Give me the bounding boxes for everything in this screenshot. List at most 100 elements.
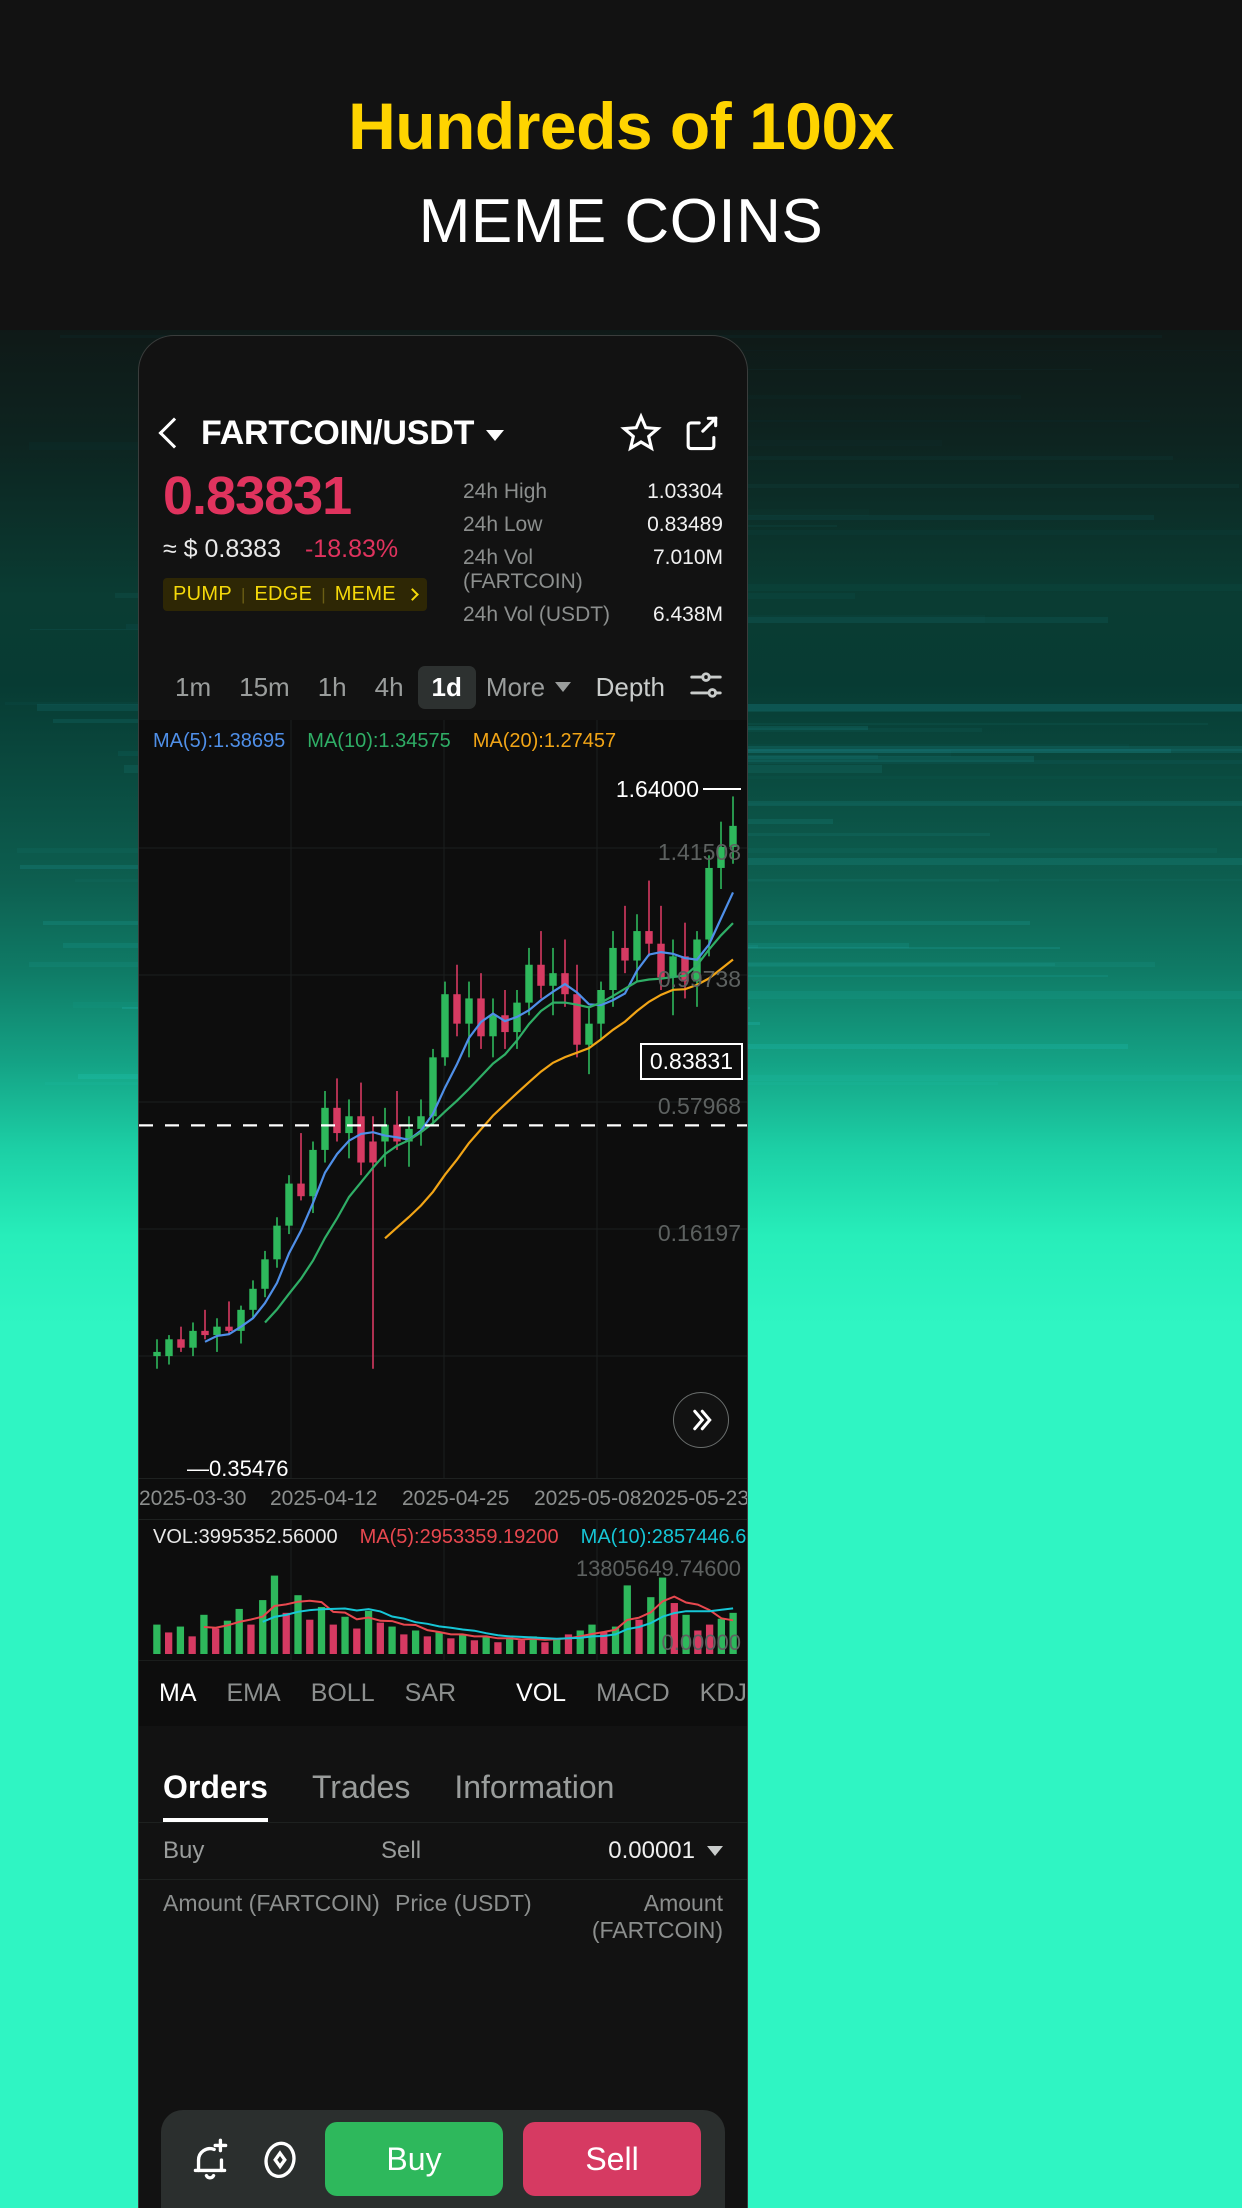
indicator-boll[interactable]: BOLL	[310, 1679, 375, 1707]
x-tick-2: 2025-04-25	[402, 1487, 510, 1510]
last-price: 0.83831	[163, 466, 352, 526]
indicator-kdj[interactable]: KDJ	[699, 1679, 747, 1707]
action-bar: Buy Sell	[161, 2110, 725, 2208]
price-subrow: ≈ $ 0.8383 -18.83%	[163, 535, 463, 564]
tab-information[interactable]: Information	[454, 1769, 615, 1805]
vol-legend-value: VOL:3995352.56000	[153, 1526, 338, 1548]
x-tick-1: 2025-04-12	[270, 1487, 378, 1510]
timeframe-more-button[interactable]: More	[485, 671, 572, 703]
tab-orders[interactable]: Orders	[163, 1769, 268, 1822]
sell-button[interactable]: Sell	[523, 2122, 701, 2196]
orderbook-columns: Amount (FARTCOIN) Price (USDT) Amount (F…	[139, 1880, 747, 1944]
orderbook-buy-label: Buy	[163, 1837, 205, 1864]
depth-button[interactable]: Depth	[595, 671, 665, 702]
price-summary: 0.83831 ≈ $ 0.8383 -18.83% PUMP | EDGE |…	[139, 462, 747, 636]
volume-canvas	[153, 1520, 737, 1660]
indicator-bar: MA EMA BOLL SAR VOL MACD KDJ RSI B	[139, 1660, 747, 1726]
ticker-header: FARTCOIN/USDT	[139, 336, 747, 462]
timeframe-bar: 1m 15m 1h 4h 1d More Depth	[139, 654, 747, 720]
y-label-1: 1.41508	[657, 839, 741, 865]
chart-x-axis: 2025-03-30 2025-04-12 2025-04-25 2025-05…	[139, 1478, 748, 1520]
y-label-max: 1.64000	[615, 776, 699, 802]
price-change-pct: -18.83%	[304, 535, 399, 564]
headline-line-2: MEME COINS	[418, 187, 824, 257]
chevron-right-icon	[406, 588, 419, 602]
bottom-tab-bar: Orders Trades Information	[139, 1726, 747, 1822]
stat-row: 24h Vol (USDT) 6.438M	[463, 603, 723, 627]
timeframe-4h[interactable]: 4h	[374, 671, 404, 702]
volume-legend: VOL:3995352.56000 MA(5):2953359.19200 MA…	[153, 1526, 747, 1549]
tag-meme: MEME	[334, 583, 396, 606]
stat-row: 24h High 1.03304	[463, 480, 723, 504]
vol-ma5-legend: MA(5):2953359.19200	[359, 1526, 559, 1548]
buy-button[interactable]: Buy	[325, 2122, 503, 2196]
stat-value: 6.438M	[652, 603, 723, 626]
low-price-marker: —0.35476	[187, 1456, 289, 1481]
chart-canvas	[139, 720, 747, 1478]
timeframe-15m[interactable]: 15m	[239, 671, 290, 702]
orderbook-col-2: Amount (FARTCOIN)	[591, 1890, 723, 1943]
indicator-ma[interactable]: MA	[159, 1679, 197, 1707]
timeframe-1h[interactable]: 1h	[317, 671, 347, 702]
y-label-3: 0.57968	[657, 1093, 741, 1119]
chevron-left-icon[interactable]	[158, 417, 190, 449]
volume-max-label: 13805649.74600	[575, 1556, 741, 1581]
bell-plus-icon[interactable]	[185, 2134, 235, 2184]
tab-trades[interactable]: Trades	[311, 1769, 411, 1805]
headline-line-1: Hundreds of 100x	[348, 89, 894, 163]
timeframe-1d[interactable]: 1d	[417, 665, 476, 709]
tag-chip[interactable]: PUMP | EDGE | MEME	[163, 578, 427, 612]
pair-title[interactable]: FARTCOIN/USDT	[201, 413, 475, 452]
scroll-forward-button[interactable]	[673, 1392, 729, 1448]
ma10-legend: MA(10):1.34575	[307, 730, 451, 752]
x-tick-0: 2025-03-30	[139, 1487, 247, 1510]
y-label-4: 0.16197	[657, 1220, 741, 1246]
timeframe-more-label: More	[485, 671, 546, 702]
coin-icon[interactable]	[255, 2134, 305, 2184]
orderbook-col-1: Price (USDT)	[395, 1890, 532, 1916]
ma-legend: MA(5):1.38695 MA(10):1.34575 MA(20):1.27…	[153, 730, 616, 753]
ma20-legend: MA(20):1.27457	[472, 730, 617, 752]
indicator-sar[interactable]: SAR	[404, 1679, 457, 1707]
star-icon[interactable]	[619, 411, 663, 455]
x-tick-3: 2025-05-08	[534, 1487, 642, 1510]
tick-size-selector[interactable]: 0.00001	[608, 1837, 723, 1865]
phone-screenshot: FARTCOIN/USDT 0.83831 ≈ $ 0.8383 -18.83%	[138, 335, 748, 2208]
stat-value: 1.03304	[647, 480, 723, 503]
tick-size-value: 0.00001	[608, 1837, 695, 1864]
stat-label: 24h Vol (USDT)	[463, 603, 611, 626]
orderbook-header: Buy Sell 0.00001	[139, 1822, 747, 1880]
indicator-ema[interactable]: EMA	[226, 1679, 281, 1707]
indicator-macd[interactable]: MACD	[596, 1679, 670, 1707]
current-price-label: 0.83831	[639, 1043, 743, 1080]
promo-headline: Hundreds of 100x MEME COINS	[0, 0, 1242, 330]
y-label-2: 0.99738	[657, 966, 741, 992]
volume-chart[interactable]: VOL:3995352.56000 MA(5):2953359.19200 MA…	[139, 1520, 747, 1660]
stat-label: 24h High	[463, 480, 548, 503]
candlestick-chart[interactable]: MA(5):1.38695 MA(10):1.34575 MA(20):1.27…	[139, 720, 748, 1520]
stats-list: 24h High 1.03304 24h Low 0.83489 24h Vol…	[463, 466, 723, 636]
volume-min-label: 0.00000	[661, 1630, 741, 1655]
stat-label: 24h Vol (FARTCOIN)	[463, 546, 583, 593]
fiat-price: ≈ $ 0.8383	[163, 535, 281, 564]
share-icon[interactable]	[679, 411, 723, 455]
tag-sep-1: |	[240, 584, 246, 604]
stat-row: 24h Vol (FARTCOIN) 7.010M	[463, 546, 723, 594]
orderbook-col-0: Amount (FARTCOIN)	[163, 1890, 380, 1916]
tag-pump: PUMP	[173, 583, 232, 606]
caret-down-icon[interactable]	[486, 430, 505, 441]
tag-sep-2: |	[321, 584, 326, 604]
max-price-tick	[703, 788, 741, 790]
indicator-vol[interactable]: VOL	[516, 1679, 567, 1707]
caret-down-icon	[555, 682, 572, 692]
stat-value: 7.010M	[652, 546, 723, 569]
vol-ma10-legend: MA(10):2857446.67200	[580, 1526, 747, 1548]
stat-value: 0.83489	[647, 513, 723, 536]
stat-row: 24h Low 0.83489	[463, 513, 723, 537]
sliders-icon[interactable]	[687, 666, 725, 709]
timeframe-1m[interactable]: 1m	[175, 671, 212, 702]
stat-label: 24h Low	[463, 513, 543, 536]
caret-down-icon	[707, 1846, 723, 1856]
x-tick-4: 2025-05-23	[641, 1487, 748, 1510]
tag-edge: EDGE	[254, 583, 313, 606]
